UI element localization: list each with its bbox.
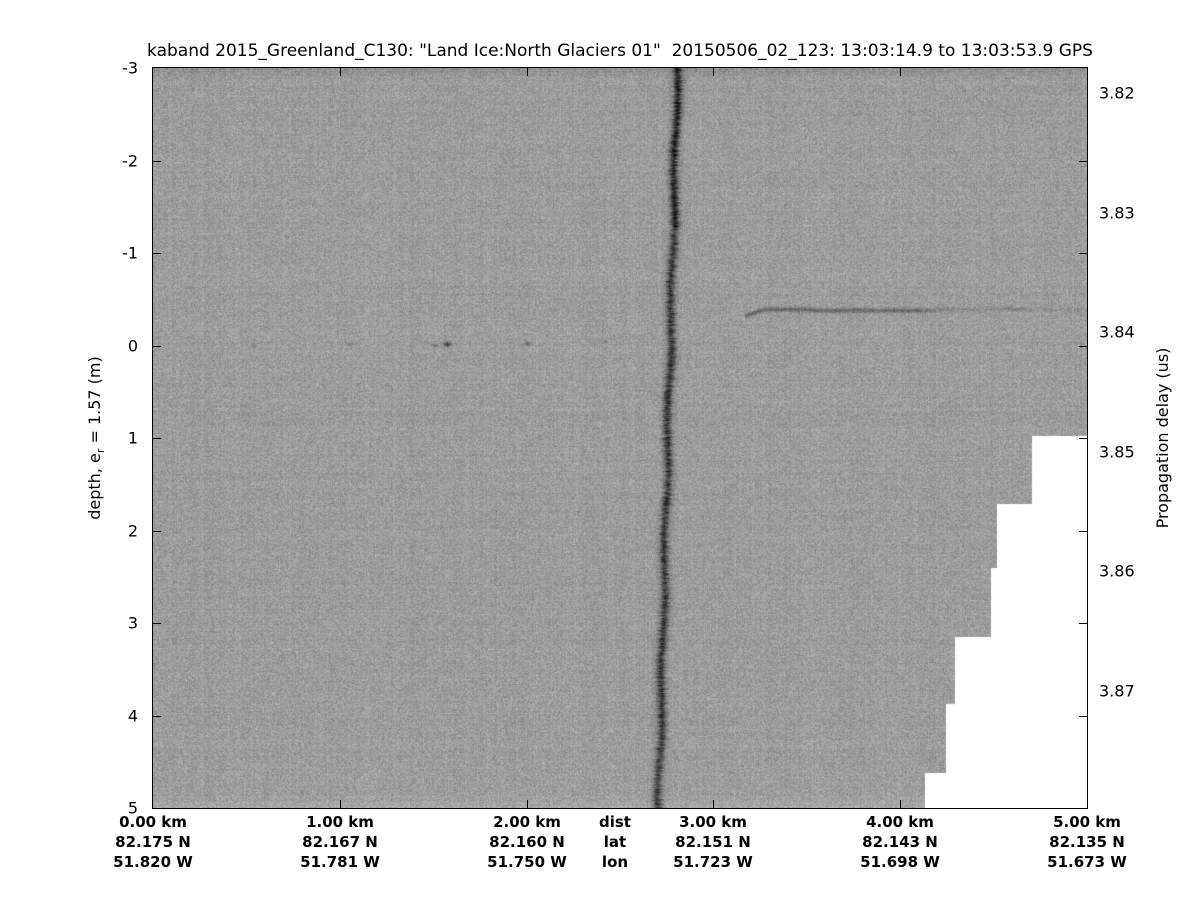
latitude-label: 82.167 N [302,833,378,851]
longitude-label: 51.698 W [860,853,940,871]
left-axis-tick-label: 0 [127,336,138,355]
figure-title: kaband 2015_Greenland_C130: "Land Ice:No… [147,41,1093,61]
axis-header-lat: lat [603,833,627,851]
longitude-label: 51.723 W [673,853,753,871]
tick-mark-y-left [153,345,161,347]
tick-mark-y-right [1079,160,1087,162]
axis-header-dist: dist [599,813,631,831]
latitude-label: 82.135 N [1049,833,1125,851]
left-axis-tick-label: 3 [127,613,138,633]
longitude-label: 51.673 W [1047,853,1127,871]
bottom-axis-header-column: dist lat lon [550,812,680,872]
longitude-label: 51.750 W [487,853,567,871]
right-axis-label: Propagation delay (us) [1153,347,1172,529]
left-axis-tick-label: 1 [127,428,138,448]
left-axis-tick-label: -1 [122,243,138,263]
latitude-label: 82.143 N [862,833,938,851]
latitude-label: 82.175 N [115,833,191,851]
bottom-axis-column: 2.00 km 82.160 N 51.750 W [462,812,592,872]
tick-mark-x-top [713,68,714,76]
tick-mark-y-right [1079,623,1087,624]
tick-mark-x-top [900,68,901,76]
latitude-label: 82.151 N [675,833,751,851]
tick-mark-y-right [1079,438,1087,439]
distance-label: 5.00 km [1053,813,1121,831]
left-axis-label-subscript: r [94,448,108,454]
distance-label: 0.00 km [119,813,187,831]
echogram-image [153,68,1087,808]
tick-mark-x-top [340,68,341,76]
right-axis-tick-label: 3.82 [1099,83,1135,103]
axis-header-lon: lon [601,853,629,871]
bottom-axis-column: 4.00 km 82.143 N 51.698 W [835,812,965,872]
tick-mark-y-left [153,715,161,717]
distance-label: 3.00 km [679,813,747,831]
tick-mark-y-right [1079,715,1087,717]
left-axis-tick-label: 4 [127,706,138,725]
tick-mark-y-right [1079,530,1087,532]
left-axis-label-pre: depth, e [85,453,104,520]
right-axis-tick-label: 3.83 [1099,203,1135,222]
right-axis-tick-label: 3.85 [1099,442,1135,461]
tick-mark-x-bottom [900,800,901,808]
tick-mark-y-left [153,623,161,624]
distance-label: 1.00 km [306,813,374,831]
tick-mark-y-left [153,530,161,532]
tick-mark-y-right [1079,345,1087,347]
distance-label: 4.00 km [866,813,934,831]
bottom-axis-column: 5.00 km 82.135 N 51.673 W [1022,812,1152,872]
latitude-label: 82.160 N [489,833,565,851]
right-axis-tick-label: 3.86 [1099,561,1135,581]
tick-mark-x-top [527,68,528,76]
tick-mark-x-bottom [713,800,714,808]
tick-mark-y-left [153,253,161,254]
bottom-axis-column: 0.00 km 82.175 N 51.820 W [88,812,218,872]
tick-mark-y-left [153,438,161,439]
bottom-axis-column: 3.00 km 82.151 N 51.723 W [648,812,778,872]
tick-mark-x-bottom [340,800,341,808]
longitude-label: 51.781 W [300,853,380,871]
tick-mark-x-bottom [527,800,528,808]
right-axis-tick-label: 3.87 [1099,681,1135,700]
tick-mark-y-right [1079,253,1087,254]
bottom-axis-column: 1.00 km 82.167 N 51.781 W [275,812,405,872]
left-axis-tick-label: -3 [122,58,138,78]
left-axis-tick-label: 5 [127,798,138,818]
tick-mark-y-left [153,160,161,162]
left-axis-tick-label: -2 [122,151,138,170]
right-axis-tick-label: 3.84 [1099,322,1135,342]
distance-label: 2.00 km [493,813,561,831]
left-axis-tick-label: 2 [127,521,138,540]
longitude-label: 51.820 W [113,853,193,871]
echogram-plot-area [152,67,1088,809]
